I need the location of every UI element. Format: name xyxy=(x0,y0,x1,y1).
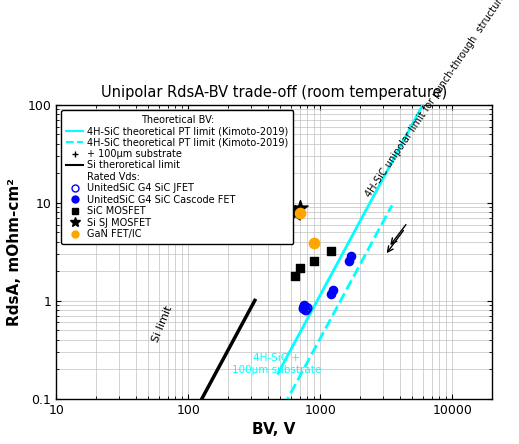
Point xyxy=(303,305,311,312)
Point xyxy=(291,210,299,217)
Point xyxy=(302,307,310,314)
Point xyxy=(295,210,304,217)
Point xyxy=(310,239,318,246)
Legend: 4H-SiC theoretical PT limit (Kimoto-2019), 4H-SiC theoretical PT limit (Kimoto-2: 4H-SiC theoretical PT limit (Kimoto-2019… xyxy=(61,110,293,244)
Point xyxy=(291,272,299,279)
Y-axis label: RdsA, mOhm-cm²: RdsA, mOhm-cm² xyxy=(7,178,22,326)
X-axis label: BV, V: BV, V xyxy=(252,422,296,437)
Point xyxy=(326,290,335,297)
Text: 4H-SiC +
100μm substrate: 4H-SiC + 100μm substrate xyxy=(233,353,321,375)
Point xyxy=(295,265,304,272)
Point xyxy=(346,253,354,260)
Text: Si limit: Si limit xyxy=(151,305,174,344)
Point xyxy=(329,287,337,294)
Point xyxy=(310,258,318,265)
Point xyxy=(301,301,309,309)
Point xyxy=(345,258,353,265)
Point xyxy=(299,304,308,311)
Point xyxy=(295,205,304,212)
Title: Unipolar RdsA-BV trade-off (room temperature): Unipolar RdsA-BV trade-off (room tempera… xyxy=(101,84,447,99)
Point xyxy=(301,303,309,310)
Point xyxy=(299,305,308,312)
Point xyxy=(326,247,335,254)
Text: 4H-SiC unipolar limit for punch-through  structure: 4H-SiC unipolar limit for punch-through … xyxy=(363,0,508,199)
